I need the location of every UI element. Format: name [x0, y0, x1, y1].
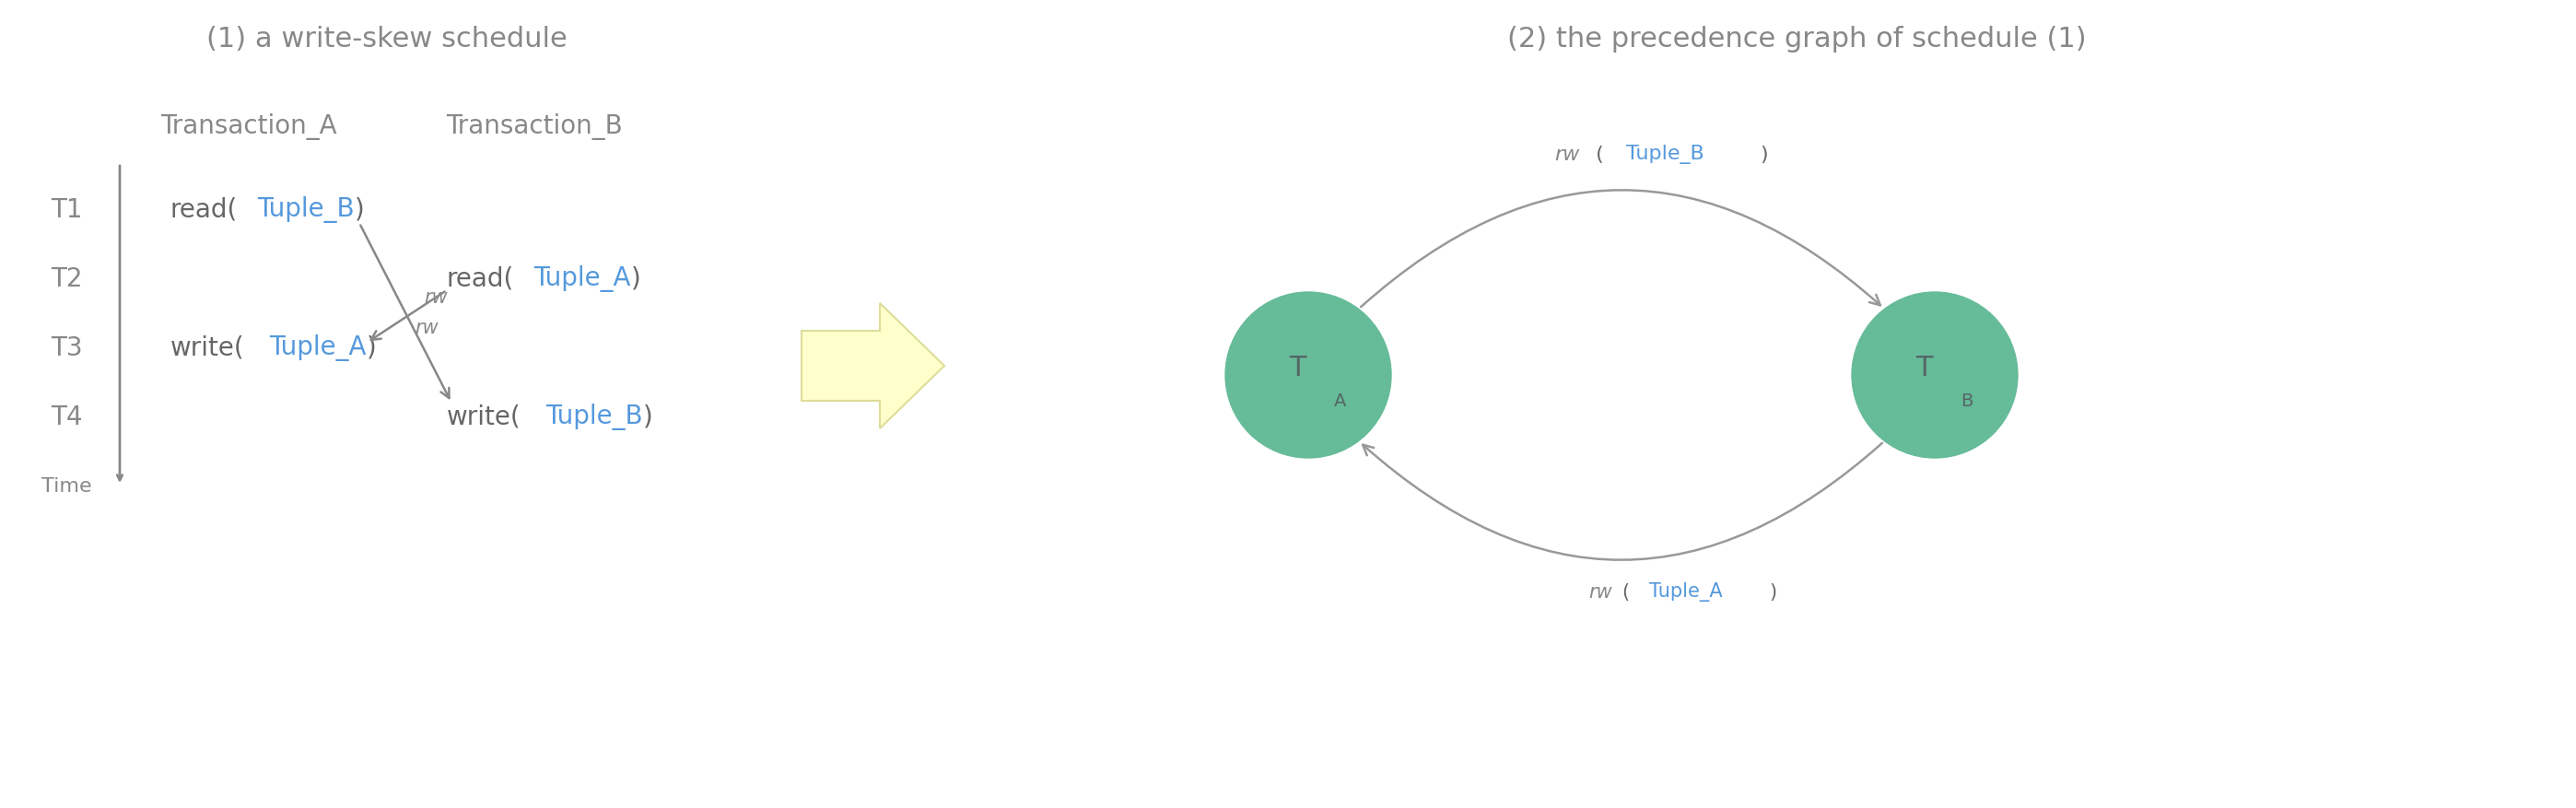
Text: Tuple_B: Tuple_B	[546, 403, 644, 430]
Circle shape	[1226, 292, 1391, 458]
Text: Transaction_B: Transaction_B	[446, 114, 623, 141]
Text: Tuple_A: Tuple_A	[1649, 582, 1723, 601]
Text: T4: T4	[52, 404, 82, 430]
FancyArrowPatch shape	[1360, 191, 1880, 308]
Text: T3: T3	[52, 335, 82, 360]
Text: read(: read(	[446, 266, 515, 292]
Text: B: B	[1960, 392, 1973, 410]
Text: ): )	[366, 335, 376, 360]
Text: T1: T1	[52, 197, 82, 223]
Text: ): )	[1759, 145, 1767, 164]
Text: Tuple_B: Tuple_B	[258, 196, 355, 223]
Text: ): )	[355, 197, 366, 223]
Text: read(: read(	[170, 197, 237, 223]
Text: (: (	[1620, 583, 1628, 601]
Text: write(: write(	[170, 335, 245, 360]
Text: rw: rw	[1556, 145, 1579, 164]
Text: Tuple_A: Tuple_A	[268, 335, 366, 361]
Text: write(: write(	[446, 404, 520, 430]
Text: Transaction_A: Transaction_A	[160, 114, 337, 141]
Circle shape	[1852, 292, 2017, 458]
Text: T2: T2	[52, 266, 82, 292]
Text: rw: rw	[1589, 583, 1613, 601]
Text: ): )	[631, 266, 641, 292]
Text: Time: Time	[41, 477, 93, 495]
Text: A: A	[1334, 392, 1347, 410]
Text: (1) a write-skew schedule: (1) a write-skew schedule	[206, 26, 567, 53]
Text: ): )	[1770, 583, 1777, 601]
Text: T: T	[1288, 355, 1306, 381]
Text: (2) the precedence graph of schedule (1): (2) the precedence graph of schedule (1)	[1507, 26, 2087, 53]
Text: rw: rw	[425, 288, 448, 306]
Text: (: (	[1589, 145, 1605, 164]
Polygon shape	[801, 304, 945, 429]
Text: Tuple_A: Tuple_A	[533, 266, 631, 292]
Text: ): )	[644, 404, 652, 430]
Text: Tuple_B: Tuple_B	[1625, 145, 1705, 164]
FancyArrowPatch shape	[1363, 444, 1883, 560]
Text: T: T	[1914, 355, 1932, 381]
Text: rw: rw	[415, 318, 438, 337]
